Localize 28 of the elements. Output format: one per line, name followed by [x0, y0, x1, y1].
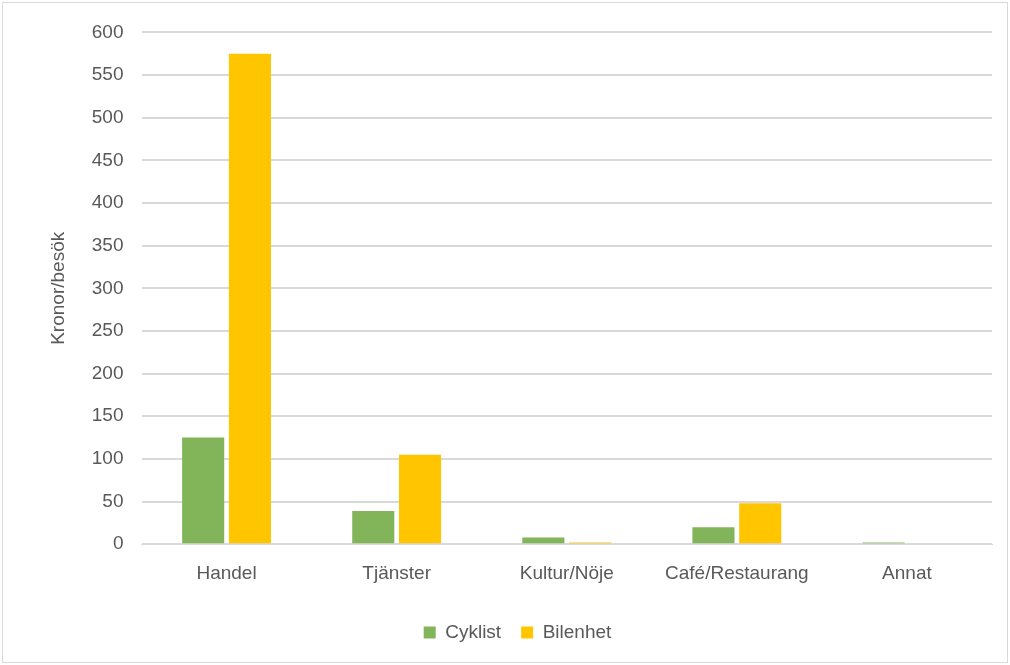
y-tick-label: 400: [91, 191, 124, 213]
x-tick-label: Tjänster: [362, 561, 432, 583]
bar: [228, 53, 271, 544]
bar: [522, 537, 565, 544]
x-tick-label: Annat: [882, 561, 933, 583]
y-tick-label: 450: [91, 148, 124, 170]
x-tick-label: Handel: [196, 561, 257, 583]
y-tick-label: 250: [91, 319, 124, 341]
bar: [352, 510, 395, 544]
y-tick-label: 300: [91, 276, 124, 298]
y-tick-label: 50: [102, 489, 124, 511]
x-tick-label: Café/Restaurang: [665, 561, 809, 583]
y-tick-label: 150: [91, 404, 124, 426]
bar: [692, 527, 735, 544]
bar: [182, 437, 225, 544]
y-tick-label: 350: [91, 233, 124, 255]
y-tick-label: 0: [112, 532, 124, 554]
bar: [739, 503, 782, 544]
x-tick-label: Kultur/Nöje: [519, 561, 614, 583]
y-tick-label: 500: [91, 105, 124, 127]
legend-label: Cyklist: [445, 620, 502, 642]
bar: [398, 454, 442, 544]
y-tick-label: 200: [91, 361, 124, 383]
y-tick-label: 550: [91, 63, 124, 85]
y-tick-label: 100: [91, 447, 124, 469]
legend-label: Bilenhet: [542, 620, 613, 642]
y-axis-title: Kronor/besök: [46, 231, 68, 345]
y-tick-label: 600: [91, 20, 124, 42]
